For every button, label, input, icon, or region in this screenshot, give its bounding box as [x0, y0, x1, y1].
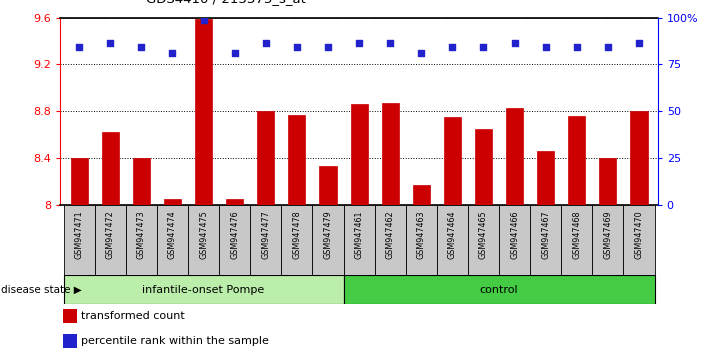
FancyBboxPatch shape [624, 205, 655, 275]
FancyBboxPatch shape [63, 275, 343, 304]
FancyBboxPatch shape [219, 205, 250, 275]
Bar [102, 132, 119, 205]
FancyBboxPatch shape [437, 205, 468, 275]
Bar [412, 185, 430, 205]
FancyBboxPatch shape [63, 205, 95, 275]
FancyBboxPatch shape [343, 275, 655, 304]
Bar [537, 151, 555, 205]
Text: GSM947469: GSM947469 [604, 210, 612, 259]
Point [540, 44, 552, 50]
FancyBboxPatch shape [126, 205, 157, 275]
Point [509, 41, 520, 46]
Bar [475, 129, 492, 205]
Point [415, 50, 427, 56]
Point [447, 44, 458, 50]
Point [571, 44, 582, 50]
Point [602, 44, 614, 50]
Bar [226, 199, 243, 205]
Bar [319, 166, 336, 205]
Point [166, 50, 178, 56]
Text: GSM947472: GSM947472 [106, 210, 114, 259]
Text: GSM947476: GSM947476 [230, 210, 239, 259]
FancyBboxPatch shape [250, 205, 282, 275]
Bar [351, 104, 368, 205]
Text: GSM947463: GSM947463 [417, 210, 426, 259]
Text: GSM947461: GSM947461 [355, 210, 363, 259]
Point [353, 41, 365, 46]
Bar [70, 158, 87, 205]
FancyBboxPatch shape [95, 205, 126, 275]
Bar [63, 309, 77, 323]
Bar [568, 116, 585, 205]
Bar [164, 199, 181, 205]
Point [73, 44, 85, 50]
Bar [288, 115, 306, 205]
Bar [195, 19, 212, 205]
Bar [506, 108, 523, 205]
Text: GSM947477: GSM947477 [261, 210, 270, 259]
Text: GSM947467: GSM947467 [541, 210, 550, 259]
Point [105, 41, 116, 46]
FancyBboxPatch shape [282, 205, 312, 275]
Text: GSM947468: GSM947468 [572, 210, 582, 259]
Text: transformed count: transformed count [81, 311, 185, 321]
FancyBboxPatch shape [561, 205, 592, 275]
Text: GSM947471: GSM947471 [75, 210, 84, 259]
Text: GSM947464: GSM947464 [448, 210, 457, 259]
Point [136, 44, 147, 50]
Bar [444, 117, 461, 205]
Point [385, 41, 396, 46]
FancyBboxPatch shape [468, 205, 499, 275]
Point [634, 41, 645, 46]
Point [198, 17, 209, 23]
FancyBboxPatch shape [406, 205, 437, 275]
Text: GDS4410 / 213375_s_at: GDS4410 / 213375_s_at [146, 0, 306, 5]
Text: GSM947479: GSM947479 [324, 210, 333, 259]
Bar [599, 158, 616, 205]
Text: GSM947474: GSM947474 [168, 210, 177, 259]
Point [322, 44, 333, 50]
Bar [63, 334, 77, 348]
FancyBboxPatch shape [188, 205, 219, 275]
FancyBboxPatch shape [375, 205, 406, 275]
Bar [631, 111, 648, 205]
Text: GSM947473: GSM947473 [137, 210, 146, 259]
FancyBboxPatch shape [343, 205, 375, 275]
Bar [133, 158, 150, 205]
FancyBboxPatch shape [499, 205, 530, 275]
Text: GSM947462: GSM947462 [385, 210, 395, 259]
Text: GSM947475: GSM947475 [199, 210, 208, 259]
Bar [257, 111, 274, 205]
Text: GSM947470: GSM947470 [634, 210, 643, 259]
FancyBboxPatch shape [157, 205, 188, 275]
Point [292, 44, 303, 50]
Text: GSM947466: GSM947466 [510, 210, 519, 259]
FancyBboxPatch shape [312, 205, 343, 275]
Point [229, 50, 240, 56]
Text: percentile rank within the sample: percentile rank within the sample [81, 336, 269, 346]
Point [478, 44, 489, 50]
Text: disease state ▶: disease state ▶ [1, 285, 82, 295]
FancyBboxPatch shape [530, 205, 561, 275]
Bar [382, 103, 399, 205]
Text: infantile-onset Pompe: infantile-onset Pompe [142, 285, 264, 295]
FancyBboxPatch shape [592, 205, 624, 275]
Point [260, 41, 272, 46]
Text: GSM947478: GSM947478 [292, 210, 301, 259]
Text: control: control [480, 285, 518, 295]
Text: GSM947465: GSM947465 [479, 210, 488, 259]
